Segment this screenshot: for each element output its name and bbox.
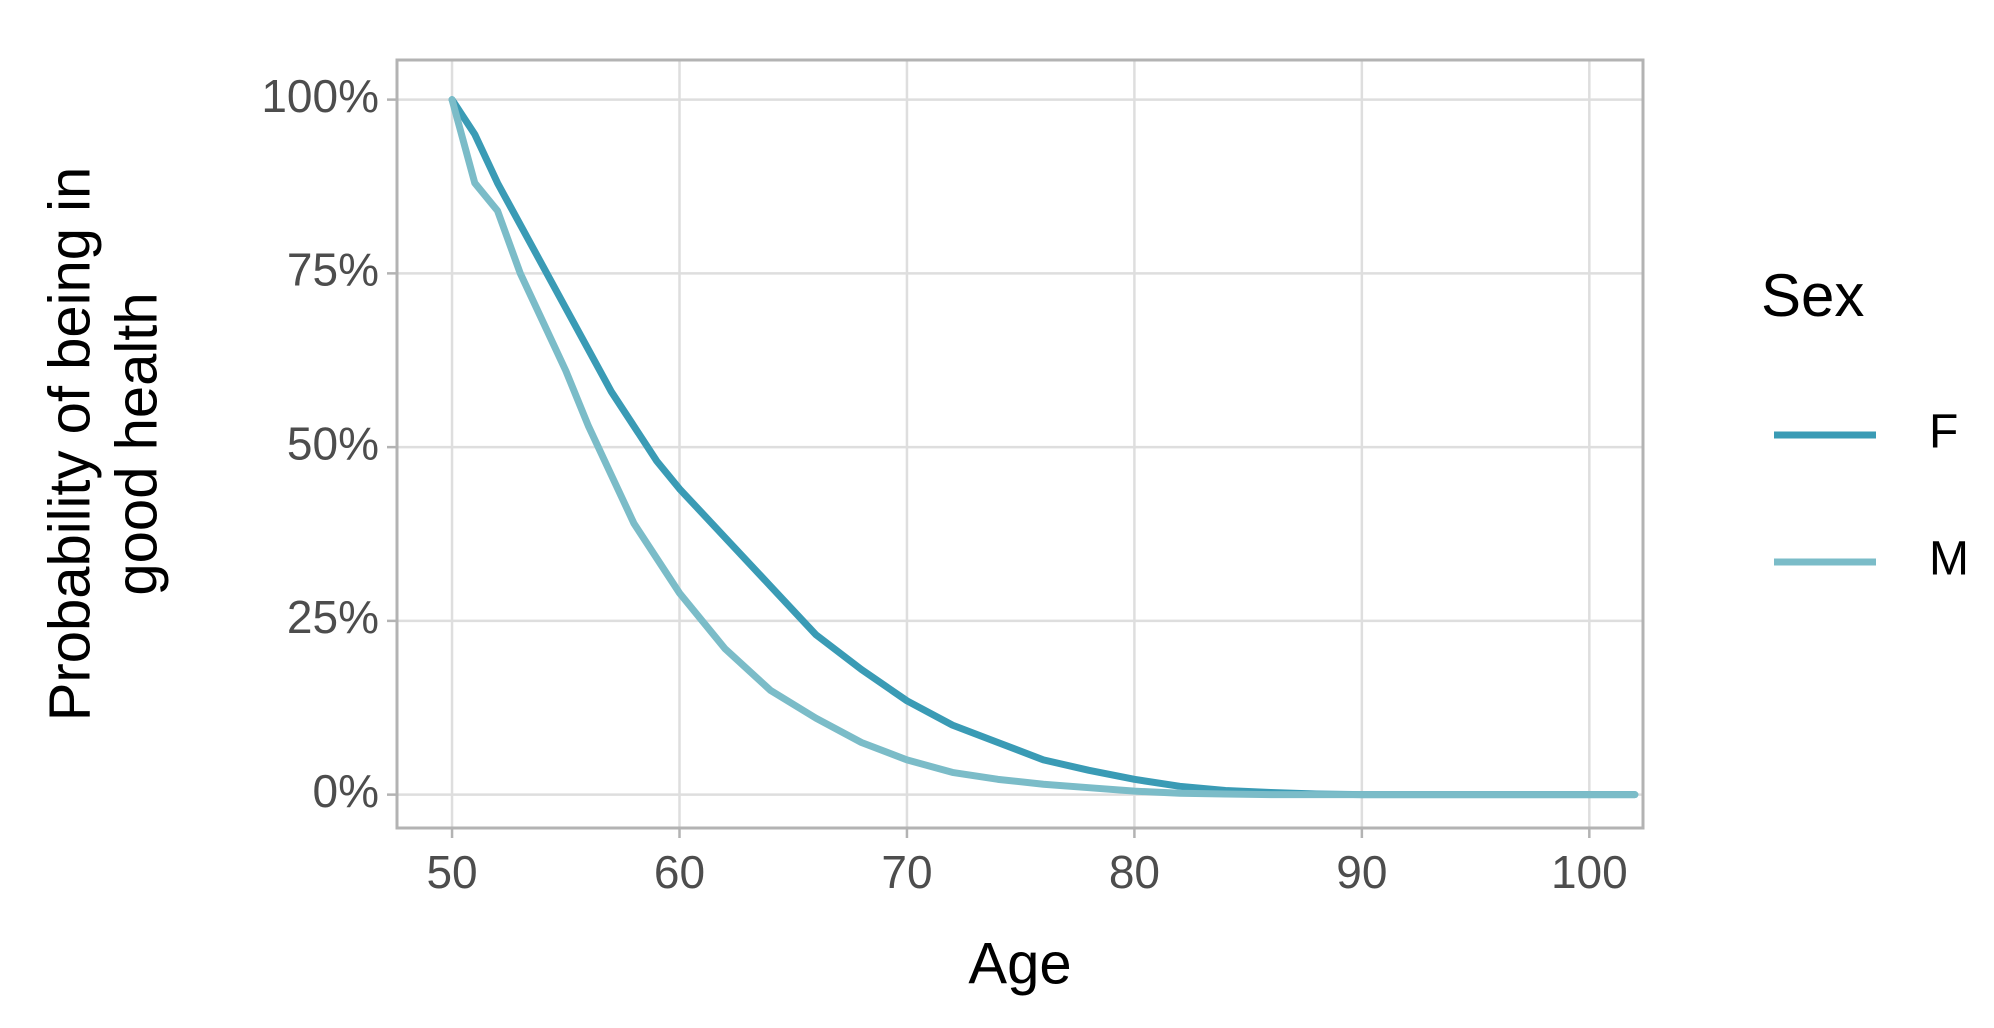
x-tick-label: 60 — [654, 846, 705, 898]
y-tick-label: 50% — [287, 417, 379, 469]
x-tick-label: 80 — [1109, 846, 1160, 898]
line-series — [448, 96, 1639, 799]
x-tick-label: 50 — [426, 846, 477, 898]
x-axis-title: Age — [968, 931, 1071, 996]
line-series — [448, 96, 1639, 799]
x-tick-label: 70 — [881, 846, 932, 898]
x-tick-label: 100 — [1551, 846, 1628, 898]
legend-label: M — [1929, 533, 1969, 586]
x-tick-label: 90 — [1336, 846, 1387, 898]
y-tick-label: 0% — [313, 765, 379, 817]
y-tick-label: 25% — [287, 591, 379, 643]
y-tick-label: 75% — [287, 244, 379, 296]
legend-title: Sex — [1761, 262, 1864, 329]
y-tick-label: 100% — [261, 70, 379, 122]
panel-border — [395, 58, 1645, 830]
legend-label: F — [1929, 406, 1958, 459]
y-axis-title: Probability of being ingood health — [38, 167, 170, 722]
